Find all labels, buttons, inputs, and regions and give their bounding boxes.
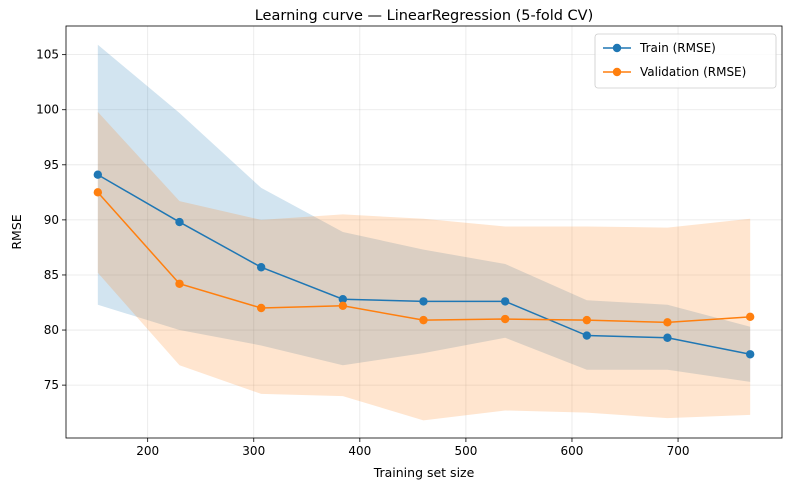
train-data-point (93, 170, 103, 179)
validation-data-point (500, 314, 510, 324)
x-tick-label: 200 (136, 444, 159, 458)
x-tick-label: 300 (242, 444, 265, 458)
x-tick-label: 700 (667, 444, 690, 458)
y-tick-label: 100 (36, 103, 59, 117)
y-tick-label: 90 (44, 213, 59, 227)
train-data-point (338, 294, 348, 304)
train-data-point (500, 297, 510, 306)
train-data-point (175, 217, 184, 227)
validation-data-point (663, 318, 672, 327)
validation-data-point (745, 312, 755, 322)
y-tick-label: 75 (44, 378, 59, 392)
train-data-point (419, 297, 428, 306)
validation-data-point (338, 301, 348, 311)
train-data-point (582, 331, 592, 340)
series-markers (93, 170, 755, 359)
validation-data-point (93, 188, 103, 197)
legend-validation-label: Validation (RMSE) (640, 65, 746, 79)
train-std-band (97, 44, 751, 382)
train-data-point (745, 350, 755, 359)
train-data-point (663, 333, 672, 342)
legend-train-marker (612, 43, 622, 53)
y-tick-label: 95 (44, 158, 59, 172)
validation-data-point (256, 303, 266, 313)
legend-train-label: Train (RMSE) (639, 41, 716, 55)
confidence-bands (97, 44, 751, 421)
y-tick-label: 85 (44, 268, 59, 282)
x-axis-title: Training set size (373, 465, 475, 480)
x-tick-label: 600 (561, 444, 584, 458)
legend-validation-marker (612, 67, 622, 77)
plot-area-frame (65, 25, 783, 439)
validation-data-point (582, 315, 592, 325)
x-tick-label: 400 (348, 444, 371, 458)
validation-data-point (175, 279, 184, 288)
train-data-point (256, 263, 266, 272)
x-axis-ticks: 200 300 400 500 600 700 (136, 438, 690, 458)
y-tick-label: 105 (36, 48, 59, 62)
chart-title: Learning curve — LinearRegression (5-fol… (255, 8, 594, 24)
x-tick-label: 500 (454, 444, 477, 458)
legend: Train (RMSE) Validation (RMSE) (594, 33, 777, 89)
grid (66, 26, 782, 438)
validation-data-point (419, 315, 428, 325)
legend-box (594, 33, 777, 89)
y-axis-title: RMSE (9, 214, 24, 249)
validation-std-band (97, 111, 751, 421)
y-axis-ticks: 75 80 85 90 95 100 105 (36, 48, 66, 392)
y-tick-label: 80 (44, 323, 59, 337)
